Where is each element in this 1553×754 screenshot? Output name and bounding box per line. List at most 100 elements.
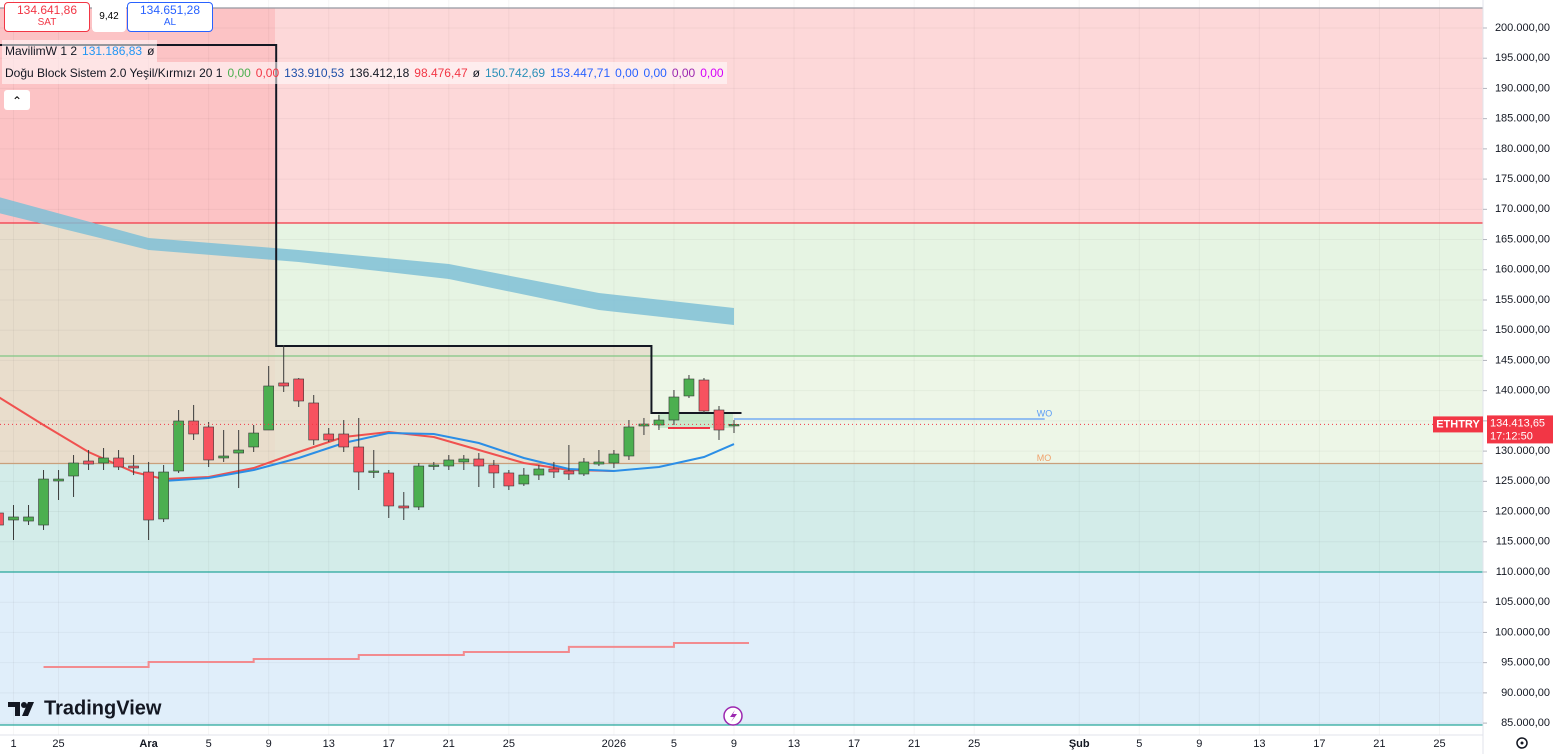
indicator-value: 0,00 <box>671 66 696 80</box>
y-tick-label: 145.000,00 <box>1495 354 1550 366</box>
x-tick-label: 13 <box>1253 738 1265 750</box>
x-tick-label: 13 <box>788 738 800 750</box>
candle-body <box>158 471 169 520</box>
indicator-value: ø <box>472 66 481 80</box>
y-tick-label: 180.000,00 <box>1495 143 1550 155</box>
candle-body <box>83 460 94 465</box>
y-tick-label: 125.000,00 <box>1495 475 1550 487</box>
y-tick-label: 95.000,00 <box>1501 657 1550 669</box>
candle-body <box>233 449 244 454</box>
x-tick-label: 17 <box>848 738 860 750</box>
candle-body <box>338 433 350 448</box>
y-tick-label: 140.000,00 <box>1495 385 1550 397</box>
y-tick-label: 85.000,00 <box>1501 717 1550 729</box>
x-tick-label: 17 <box>383 738 395 750</box>
candle-body <box>728 424 740 427</box>
candle-body <box>713 409 725 431</box>
y-tick-label: 155.000,00 <box>1495 294 1550 306</box>
x-tick-label: 21 <box>443 738 455 750</box>
x-tick-label: 9 <box>266 738 272 750</box>
candle-body <box>308 402 320 441</box>
step-line <box>0 43 742 415</box>
y-tick-label: 185.000,00 <box>1495 113 1550 125</box>
buy-button[interactable]: 134.651,28 AL <box>127 2 213 32</box>
indicator-name: MavilimW 1 2 <box>5 44 78 58</box>
x-tick-label: 13 <box>323 738 335 750</box>
x-tick-label: 21 <box>908 738 920 750</box>
candle-body <box>353 446 365 473</box>
step-line <box>43 641 750 668</box>
price-zone <box>0 463 1483 572</box>
buy-price: 134.651,28 <box>139 3 201 17</box>
indicator-value: 0,00 <box>227 66 251 80</box>
alert-icon[interactable] <box>723 706 743 726</box>
y-tick-label: 105.000,00 <box>1495 596 1550 608</box>
indicator-value: 136.412,18 <box>349 66 410 80</box>
indicator-value: 0,00 <box>643 66 667 80</box>
candle-body <box>188 420 199 435</box>
candle-body <box>263 385 274 431</box>
logo: TradingView <box>8 697 162 719</box>
candle-body <box>638 423 650 427</box>
candle-body <box>698 379 710 412</box>
candle-body <box>383 472 395 507</box>
y-tick-label: 160.000,00 <box>1495 264 1550 276</box>
candle-body <box>593 461 605 465</box>
spread: 9,42 <box>92 2 126 32</box>
candle-body <box>248 432 259 448</box>
y-tick-label: 175.000,00 <box>1495 173 1550 185</box>
candle-body <box>368 470 380 473</box>
x-tick-label: 9 <box>731 738 737 750</box>
candle-body <box>398 505 410 509</box>
settings-icon[interactable] <box>1516 737 1528 749</box>
candle-body <box>488 464 500 474</box>
x-tick-label: 1 <box>10 738 16 750</box>
candle-body <box>533 468 545 476</box>
price-label: 134.413,65 <box>1490 417 1545 429</box>
symbol-label-bg <box>1433 416 1483 433</box>
x-tick-label: Ara <box>139 738 158 750</box>
symbol-label: ETHTRY <box>1436 418 1480 430</box>
x-tick-label: 25 <box>503 738 515 750</box>
legend-row: Doğu Block Sistem 2.0 Yeşil/Kırmızı 20 1… <box>2 62 727 84</box>
candle-body <box>218 455 229 459</box>
candle-body <box>653 419 665 426</box>
candle-body <box>203 426 214 461</box>
collapse-button[interactable]: ⌃ <box>4 90 30 110</box>
candle-body <box>608 453 620 464</box>
y-tick-label: 165.000,00 <box>1495 233 1550 245</box>
y-tick-label: 100.000,00 <box>1495 626 1550 638</box>
candle-body <box>518 474 530 485</box>
candle-body <box>143 471 154 521</box>
y-tick-label: 110.000,00 <box>1496 566 1550 578</box>
cloud-band <box>0 197 734 326</box>
x-tick-label: 2026 <box>602 738 626 750</box>
candle-body <box>473 458 485 467</box>
indicator-value: 0,00 <box>255 66 280 80</box>
countdown: 17:12:50 <box>1490 430 1533 442</box>
y-tick-label: 120.000,00 <box>1495 505 1550 517</box>
candle-body <box>293 378 305 402</box>
indicator-value: ø <box>147 44 155 58</box>
indicator-value: 153.447,71 <box>550 66 611 80</box>
candle-body <box>458 458 470 463</box>
x-tick-label: 21 <box>1373 738 1385 750</box>
y-tick-label: 170.000,00 <box>1495 203 1550 215</box>
buy-label: AL <box>163 17 177 28</box>
sell-button[interactable]: 134.641,86 SAT <box>4 2 90 32</box>
candle-body <box>668 396 680 421</box>
x-tick-label: 5 <box>671 738 677 750</box>
candle-body <box>278 382 289 387</box>
x-tick-label: 25 <box>968 738 980 750</box>
price-label-bg <box>1487 415 1553 444</box>
x-tick-label: 25 <box>1433 738 1445 750</box>
y-tick-label: 190.000,00 <box>1495 82 1550 94</box>
y-tick-label: 130.000,00 <box>1495 445 1550 457</box>
candle-body <box>578 461 590 475</box>
indicator-value: 0,00 <box>615 66 639 80</box>
indicator-value: 98.476,47 <box>414 66 468 80</box>
candle-body <box>8 516 19 521</box>
x-tick-label: 5 <box>1136 738 1142 750</box>
